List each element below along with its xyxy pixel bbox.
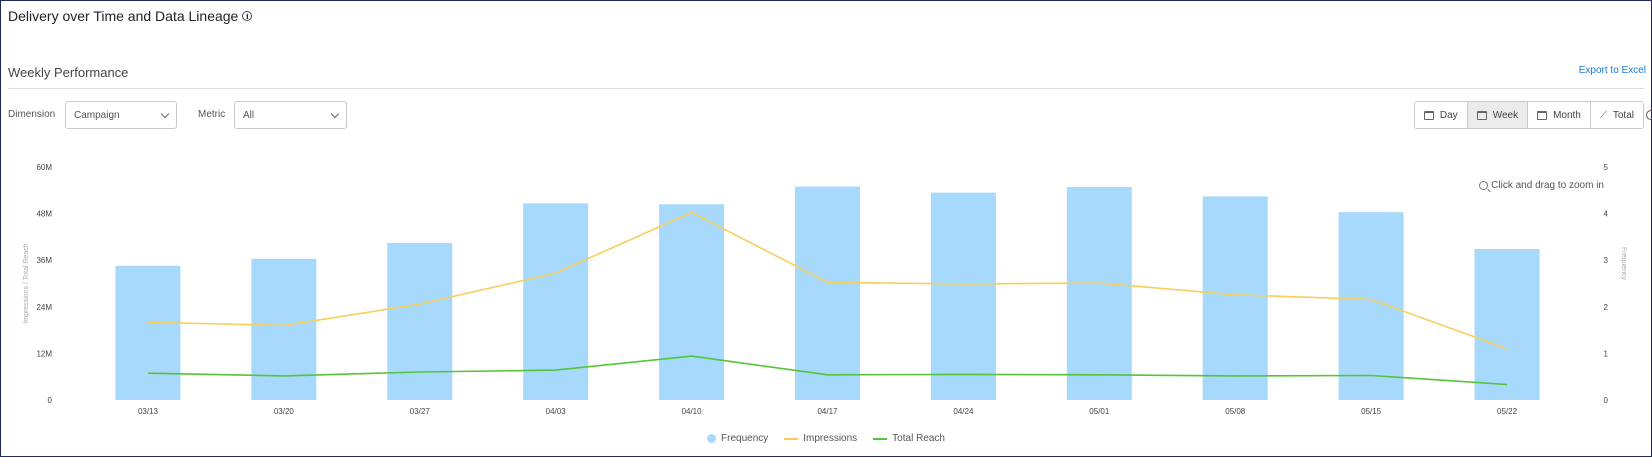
x-axis-tick-label: 05/01 (1089, 407, 1110, 416)
legend-label: Total Reach (892, 433, 945, 444)
x-axis-tick-label: 03/27 (410, 407, 431, 416)
metric-select[interactable]: All (234, 101, 347, 129)
period-toggle-group: Day Week Month ⟋ Total (1413, 101, 1644, 129)
right-axis-tick-label: 1 (1604, 349, 1609, 358)
x-axis-tick-label: 05/22 (1497, 407, 1518, 416)
x-axis-tick-label: 04/03 (546, 407, 567, 416)
chart-legend: Frequency Impressions Total Reach (0, 433, 1652, 444)
legend-swatch (873, 437, 888, 440)
frequency-bar (1338, 212, 1404, 400)
calendar-icon (1537, 110, 1548, 120)
legend-label: Frequency (721, 433, 769, 444)
x-axis-tick-label: 04/24 (953, 407, 974, 416)
frequency-bar (387, 242, 453, 400)
legend-item-impressions[interactable]: Impressions (784, 433, 857, 444)
left-axis-tick-label: 0 (48, 396, 53, 405)
section-divider (8, 88, 1644, 89)
period-button-label: Day (1439, 109, 1458, 121)
export-to-excel-link[interactable]: Export to Excel (1578, 65, 1646, 76)
metric-label: Metric (198, 109, 226, 120)
info-icon[interactable]: i (242, 11, 253, 21)
zoom-hint: Click and drag to zoom in (1479, 180, 1604, 191)
calendar-icon (1476, 110, 1487, 120)
right-axis-tick-label: 5 (1604, 163, 1609, 172)
period-button-week[interactable]: Week (1467, 102, 1529, 128)
right-axis-tick-label: 4 (1604, 210, 1609, 219)
period-button-total[interactable]: ⟋ Total (1590, 102, 1643, 128)
x-axis-tick-label: 04/17 (817, 407, 838, 416)
left-axis-tick-label: 12M (36, 349, 52, 358)
period-button-label: Total (1612, 109, 1634, 121)
dimension-label: Dimension (8, 109, 56, 120)
total-reach-line (147, 355, 1508, 386)
period-button-day[interactable]: Day (1414, 102, 1468, 128)
info-icon[interactable] (1646, 110, 1652, 120)
frequency-bar (930, 192, 996, 400)
right-axis-tick-label: 3 (1604, 256, 1609, 265)
period-button-label: Month (1553, 109, 1581, 121)
frequency-bar (1474, 249, 1540, 400)
x-axis-tick-label: 03/13 (138, 407, 159, 416)
left-axis-tick-label: 24M (36, 303, 52, 312)
legend-swatch (707, 434, 717, 443)
impressions-line (147, 211, 1508, 350)
widget-title: Delivery over Time and Data Lineage i (8, 8, 253, 24)
frequency-bar (115, 265, 181, 400)
x-axis-tick-label: 04/10 (682, 407, 703, 416)
x-axis-tick-label: 05/15 (1361, 407, 1382, 416)
legend-swatch (784, 437, 799, 440)
right-axis-tick-label: 0 (1604, 396, 1609, 405)
dimension-select-value: Campaign (74, 109, 120, 121)
frequency-bar (659, 204, 725, 400)
widget-title-text: Delivery over Time and Data Lineage (8, 8, 239, 24)
right-axis-title: Frequency (1620, 247, 1627, 281)
frequency-bar (1202, 196, 1268, 400)
left-axis-tick-label: 36M (36, 256, 52, 265)
right-axis-tick-label: 2 (1604, 303, 1609, 312)
frequency-bar (1066, 187, 1132, 400)
left-axis-tick-label: 48M (36, 210, 52, 219)
period-button-month[interactable]: Month (1528, 102, 1591, 128)
x-axis-tick-label: 03/20 (274, 407, 295, 416)
legend-item-frequency[interactable]: Frequency (707, 433, 768, 444)
zoom-in-icon (1479, 181, 1489, 190)
calendar-icon (1423, 110, 1434, 120)
legend-item-total-reach[interactable]: Total Reach (873, 433, 945, 444)
zoom-hint-text: Click and drag to zoom in (1491, 180, 1604, 191)
legend-label: Impressions (803, 433, 858, 444)
frequency-bar (795, 186, 860, 400)
left-axis-title: Impressions / Total Reach (23, 243, 30, 324)
frequency-bar (251, 258, 317, 400)
metric-select-value: All (243, 109, 255, 121)
period-button-label: Week (1492, 109, 1519, 121)
section-title: Weekly Performance (8, 65, 129, 80)
left-axis-tick-label: 60M (36, 163, 52, 172)
dimension-select[interactable]: Campaign (65, 101, 177, 129)
x-axis-tick-label: 05/08 (1225, 407, 1246, 416)
trend-icon: ⟋ (1599, 109, 1607, 121)
